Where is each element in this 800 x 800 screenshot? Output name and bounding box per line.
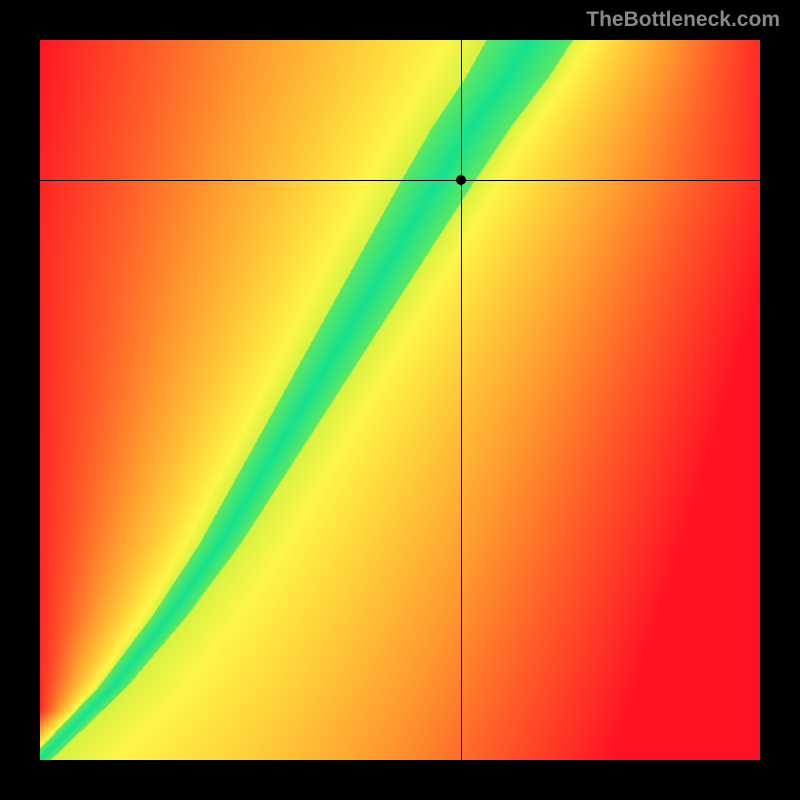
bottleneck-heatmap (40, 40, 760, 760)
watermark-text: TheBottleneck.com (586, 8, 780, 32)
heatmap-canvas (40, 40, 760, 760)
crosshair-vertical (461, 40, 462, 760)
crosshair-marker (456, 175, 466, 185)
crosshair-horizontal (40, 180, 760, 181)
